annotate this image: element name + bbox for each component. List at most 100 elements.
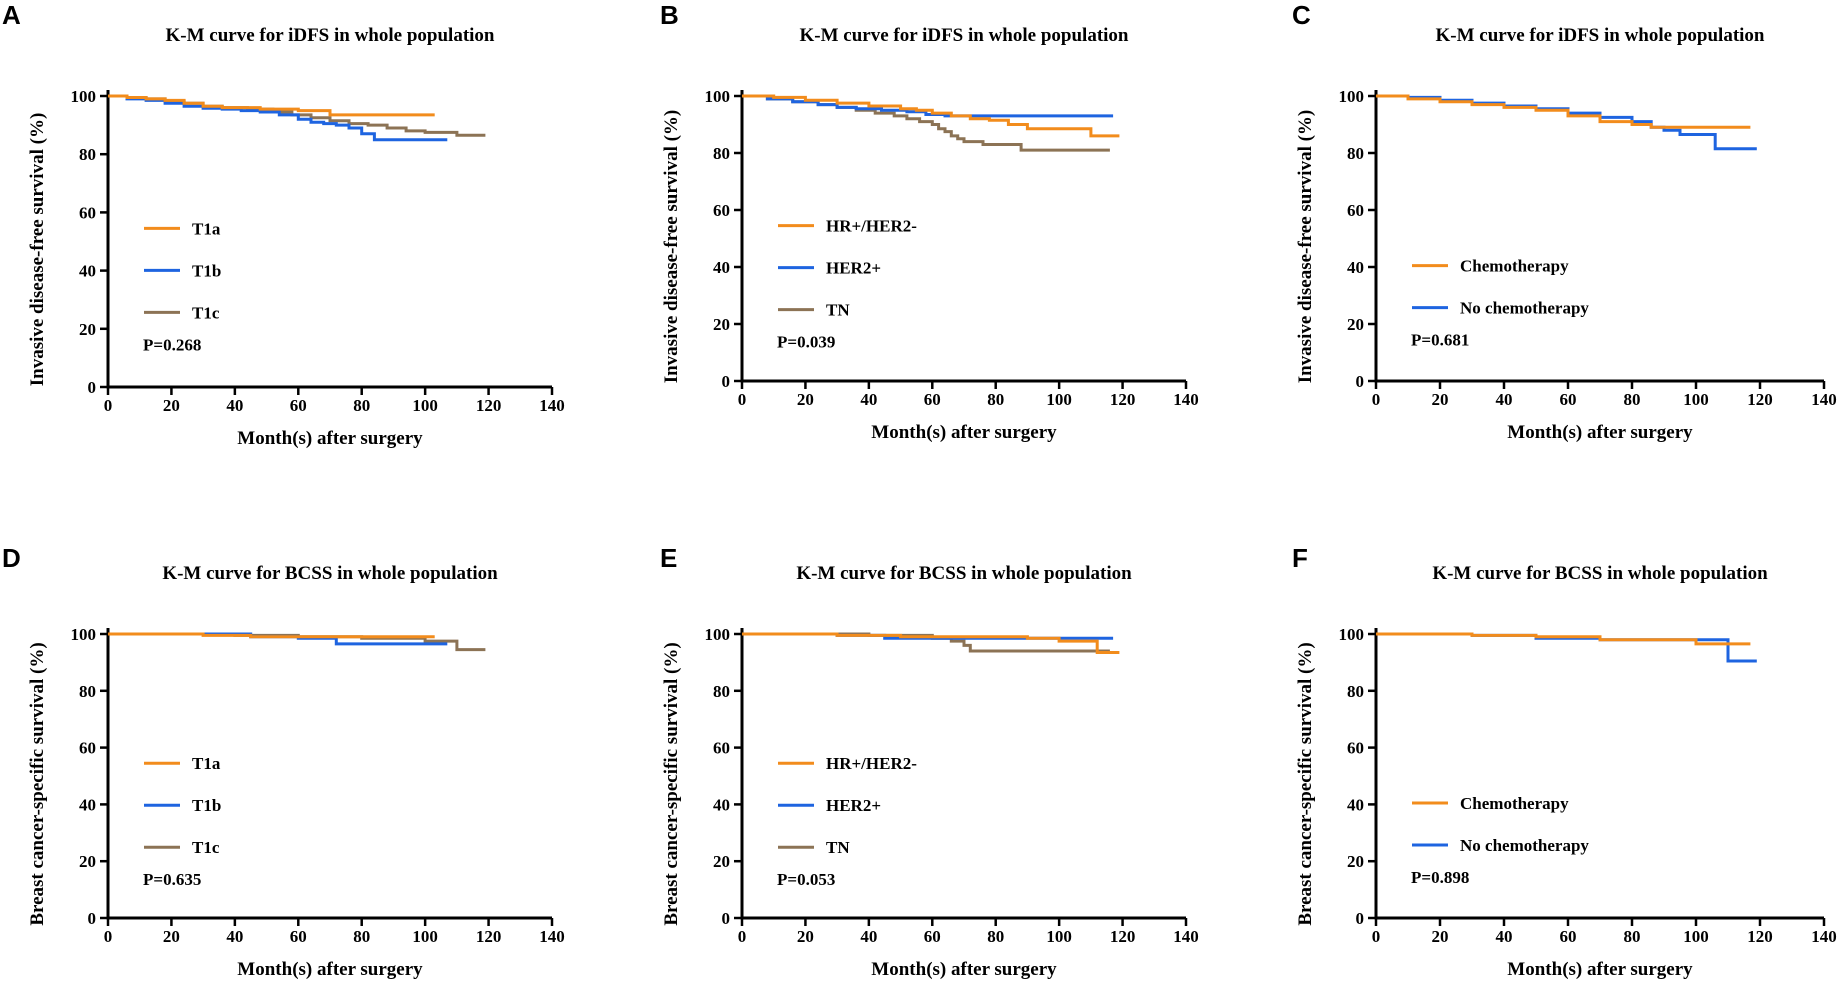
series-line-t1a (108, 94, 435, 117)
y-axis-label: Invasive disease-free survival (%) (27, 113, 48, 387)
x-axis-label: Month(s) after surgery (237, 959, 423, 980)
x-tick-label: 60 (1560, 390, 1577, 409)
x-tick-label: 40 (226, 396, 243, 415)
p-value-label: P=0.898 (1411, 868, 1469, 887)
y-tick-label: 80 (1347, 682, 1364, 701)
y-tick-label: 80 (79, 682, 96, 701)
y-tick-label: 100 (71, 87, 97, 106)
x-tick-label: 140 (1173, 390, 1199, 409)
y-tick-label: 40 (713, 795, 730, 814)
p-value-label: P=0.635 (143, 870, 201, 889)
x-tick-label: 80 (987, 390, 1004, 409)
y-tick-label: 60 (1347, 201, 1364, 220)
chart-title: K-M curve for BCSS in whole population (162, 563, 498, 584)
legend-label: HER2+ (826, 259, 881, 278)
x-tick-label: 100 (1046, 927, 1072, 946)
panel-letter: D (2, 543, 21, 573)
x-tick-label: 100 (1683, 927, 1709, 946)
x-axis-label: Month(s) after surgery (237, 428, 423, 449)
x-tick-label: 140 (1811, 927, 1837, 946)
x-tick-label: 80 (1624, 390, 1641, 409)
y-tick-label: 100 (71, 625, 97, 644)
x-tick-label: 40 (1496, 927, 1513, 946)
legend-label: T1c (192, 838, 220, 857)
x-tick-label: 120 (476, 927, 502, 946)
y-tick-label: 60 (713, 201, 730, 220)
legend-label: T1b (192, 261, 221, 280)
legend-label: HR+/HER2- (826, 217, 917, 236)
x-axis-label: Month(s) after surgery (1507, 959, 1693, 980)
panel-letter: E (660, 543, 677, 573)
x-tick-label: 100 (412, 396, 438, 415)
y-axis-label: Breast cancer-specific survival (%) (661, 642, 682, 925)
y-tick-label: 0 (722, 372, 731, 391)
p-value-label: P=0.053 (777, 870, 835, 889)
y-tick-label: 20 (1347, 315, 1364, 334)
series-line-her2- (742, 94, 1114, 118)
x-tick-label: 60 (1560, 927, 1577, 946)
x-tick-label: 60 (924, 927, 941, 946)
x-tick-label: 20 (1432, 927, 1449, 946)
y-tick-label: 20 (79, 852, 96, 871)
legend-label: No chemotherapy (1460, 299, 1589, 318)
x-tick-label: 140 (1811, 390, 1837, 409)
x-tick-label: 80 (353, 927, 370, 946)
chart-title: K-M curve for BCSS in whole population (1432, 563, 1768, 584)
x-tick-label: 120 (1110, 927, 1136, 946)
x-axis-label: Month(s) after surgery (1507, 422, 1693, 443)
chart-title: K-M curve for iDFS in whole population (1436, 25, 1765, 46)
y-tick-label: 80 (713, 682, 730, 701)
panel-letter: C (1292, 0, 1311, 30)
series-group (108, 632, 486, 652)
y-axis-label: Invasive disease-free survival (%) (661, 110, 682, 384)
x-tick-label: 0 (738, 927, 747, 946)
y-tick-label: 40 (1347, 258, 1364, 277)
p-value-label: P=0.268 (143, 335, 201, 354)
series-line-chemotherapy (1376, 632, 1751, 646)
x-tick-label: 80 (1624, 927, 1641, 946)
series-group (742, 94, 1120, 152)
x-tick-label: 140 (539, 396, 565, 415)
y-tick-label: 20 (79, 320, 96, 339)
x-tick-label: 20 (1432, 390, 1449, 409)
x-tick-label: 120 (1747, 390, 1773, 409)
y-tick-label: 100 (1339, 625, 1365, 644)
chart-panel-b: B K-M curve for iDFS in whole population 0… (660, 0, 1199, 443)
x-tick-label: 0 (738, 390, 747, 409)
legend-label: Chemotherapy (1460, 257, 1569, 276)
chart-panel-a: A K-M curve for iDFS in whole population 0… (2, 0, 565, 449)
y-tick-label: 0 (722, 909, 731, 928)
y-tick-label: 60 (1347, 739, 1364, 758)
chart-title: K-M curve for BCSS in whole population (796, 563, 1132, 584)
series-group (742, 632, 1120, 654)
chart-title: K-M curve for iDFS in whole population (800, 25, 1129, 46)
y-tick-label: 100 (705, 87, 731, 106)
x-tick-label: 60 (290, 927, 307, 946)
p-value-label: P=0.681 (1411, 331, 1469, 350)
chart-panel-d: D K-M curve for BCSS in whole population 0… (2, 543, 565, 980)
y-tick-label: 80 (1347, 144, 1364, 163)
y-tick-label: 60 (79, 203, 96, 222)
series-line-chemotherapy (1376, 94, 1751, 129)
x-tick-label: 100 (1046, 390, 1072, 409)
x-tick-label: 80 (353, 396, 370, 415)
x-tick-label: 120 (1747, 927, 1773, 946)
x-tick-label: 140 (1173, 927, 1199, 946)
series-group (1376, 632, 1757, 663)
panel-letter: B (660, 0, 679, 30)
x-tick-label: 0 (104, 396, 113, 415)
legend-label: TN (826, 301, 850, 320)
y-tick-label: 0 (1356, 909, 1365, 928)
x-tick-label: 0 (104, 927, 113, 946)
x-tick-label: 140 (539, 927, 565, 946)
series-line-tn (742, 94, 1110, 152)
series-line-hr-her2- (742, 632, 1120, 654)
x-tick-label: 80 (987, 927, 1004, 946)
series-group (1376, 94, 1757, 151)
x-tick-label: 0 (1372, 927, 1381, 946)
y-tick-label: 80 (79, 145, 96, 164)
x-tick-label: 20 (163, 927, 180, 946)
y-tick-label: 40 (79, 262, 96, 281)
x-tick-label: 0 (1372, 390, 1381, 409)
